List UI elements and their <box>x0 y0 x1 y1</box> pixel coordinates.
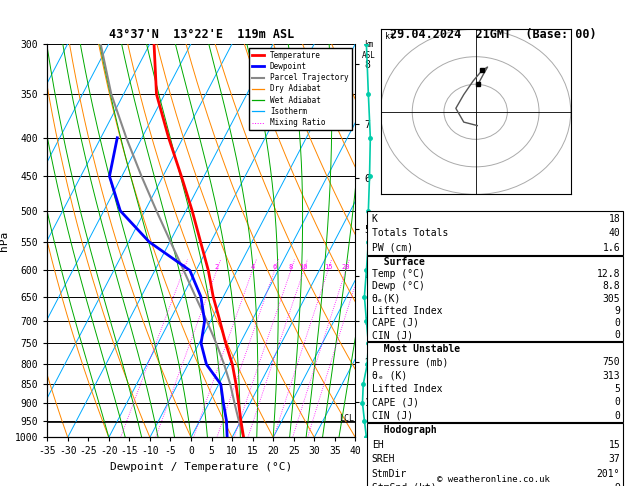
Text: 29.04.2024  21GMT  (Base: 00): 29.04.2024 21GMT (Base: 00) <box>391 28 597 41</box>
Text: 10: 10 <box>299 264 308 270</box>
Text: CAPE (J): CAPE (J) <box>372 318 419 328</box>
Text: 313: 313 <box>603 370 620 381</box>
Text: 1.6: 1.6 <box>603 243 620 253</box>
Text: CIN (J): CIN (J) <box>372 330 413 340</box>
Text: 1: 1 <box>181 264 186 270</box>
Text: 305: 305 <box>603 294 620 304</box>
X-axis label: Dewpoint / Temperature (°C): Dewpoint / Temperature (°C) <box>110 462 292 472</box>
Text: 8: 8 <box>289 264 293 270</box>
Text: StmSpd (kt): StmSpd (kt) <box>372 483 437 486</box>
Text: θₑ (K): θₑ (K) <box>372 370 407 381</box>
Text: 5: 5 <box>615 384 620 394</box>
Text: Temp (°C): Temp (°C) <box>372 269 425 279</box>
Text: 0: 0 <box>615 397 620 407</box>
Text: 15: 15 <box>608 440 620 450</box>
Text: Most Unstable: Most Unstable <box>372 344 460 354</box>
Text: Pressure (mb): Pressure (mb) <box>372 357 448 367</box>
Text: Totals Totals: Totals Totals <box>372 228 448 238</box>
Text: 0: 0 <box>615 411 620 421</box>
Text: PW (cm): PW (cm) <box>372 243 413 253</box>
Text: 9: 9 <box>615 306 620 316</box>
Text: Lifted Index: Lifted Index <box>372 384 442 394</box>
Text: CIN (J): CIN (J) <box>372 411 413 421</box>
Text: LCL: LCL <box>339 415 354 423</box>
Text: EH: EH <box>372 440 384 450</box>
Text: 20: 20 <box>342 264 350 270</box>
Text: θₑ(K): θₑ(K) <box>372 294 401 304</box>
Text: 8.8: 8.8 <box>603 281 620 292</box>
Text: Surface: Surface <box>372 257 425 267</box>
Text: 9: 9 <box>615 483 620 486</box>
Text: km
ASL: km ASL <box>362 40 376 60</box>
Text: SREH: SREH <box>372 454 395 464</box>
Text: 37: 37 <box>608 454 620 464</box>
Text: 2: 2 <box>214 264 219 270</box>
Text: 40: 40 <box>608 228 620 238</box>
Text: Dewp (°C): Dewp (°C) <box>372 281 425 292</box>
Text: 4: 4 <box>250 264 255 270</box>
Text: 12.8: 12.8 <box>597 269 620 279</box>
Text: 6: 6 <box>272 264 277 270</box>
Text: 43°37'N  13°22'E  119m ASL: 43°37'N 13°22'E 119m ASL <box>109 28 294 41</box>
Y-axis label: km
ASL: km ASL <box>381 230 399 251</box>
Text: K: K <box>372 214 377 224</box>
Text: kt: kt <box>384 33 394 41</box>
Text: Hodograph: Hodograph <box>372 426 437 435</box>
Text: 15: 15 <box>324 264 332 270</box>
Text: CAPE (J): CAPE (J) <box>372 397 419 407</box>
Text: 0: 0 <box>615 330 620 340</box>
Y-axis label: hPa: hPa <box>0 230 9 251</box>
Text: 0: 0 <box>615 318 620 328</box>
Legend: Temperature, Dewpoint, Parcel Trajectory, Dry Adiabat, Wet Adiabat, Isotherm, Mi: Temperature, Dewpoint, Parcel Trajectory… <box>249 48 352 130</box>
Text: StmDir: StmDir <box>372 469 407 479</box>
Text: 201°: 201° <box>597 469 620 479</box>
Text: © weatheronline.co.uk: © weatheronline.co.uk <box>437 474 550 484</box>
Text: 18: 18 <box>608 214 620 224</box>
Text: 750: 750 <box>603 357 620 367</box>
Text: Lifted Index: Lifted Index <box>372 306 442 316</box>
